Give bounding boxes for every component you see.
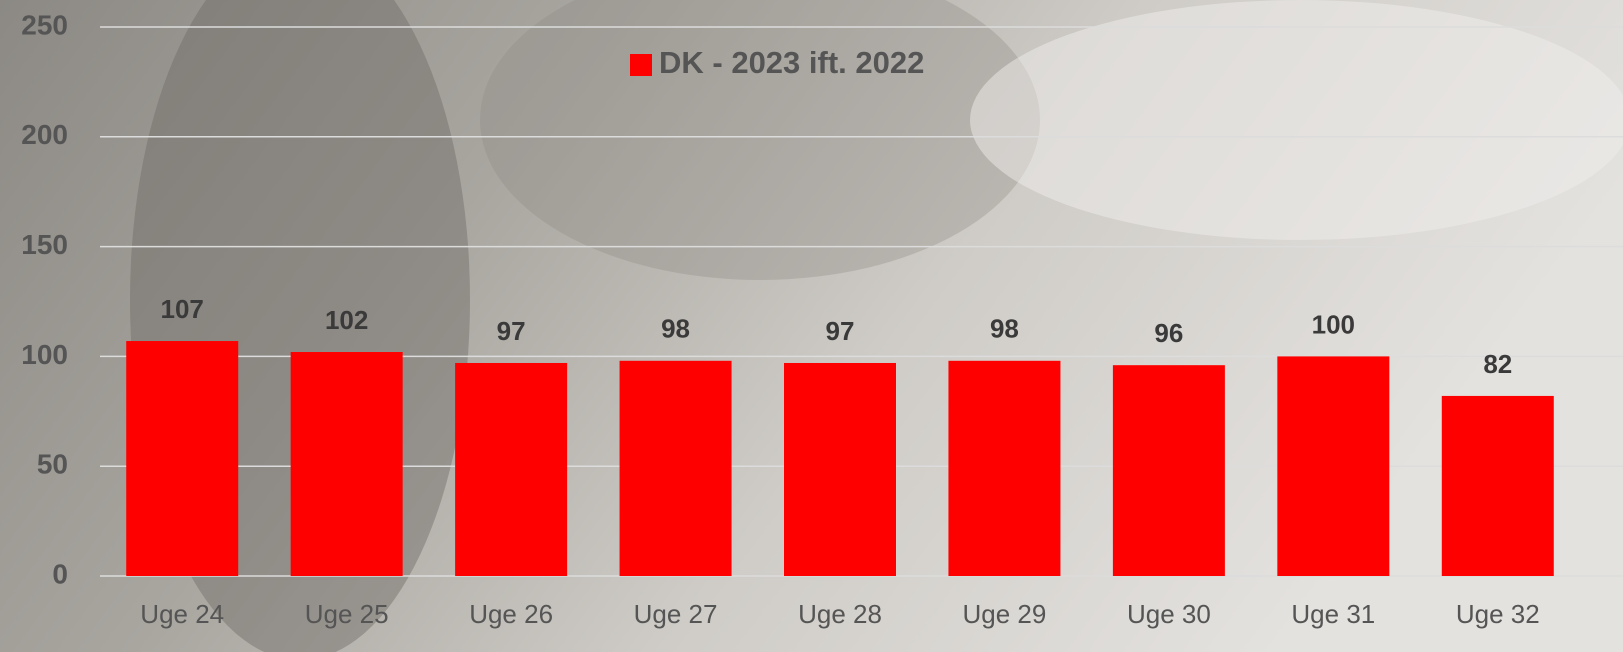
value-label: 98 (661, 314, 690, 344)
bar (948, 360, 1061, 576)
background-shape (480, 0, 1040, 280)
x-tick-label: Uge 32 (1456, 599, 1540, 629)
x-tick-label: Uge 29 (963, 599, 1047, 629)
bar (1441, 395, 1554, 576)
value-label: 97 (826, 316, 855, 346)
value-label: 97 (497, 316, 526, 346)
bar (455, 362, 568, 576)
legend-swatch (630, 54, 652, 76)
bar (784, 362, 896, 576)
x-tick-label: Uge 27 (634, 599, 718, 629)
y-tick-label: 0 (52, 558, 68, 589)
bar (126, 341, 239, 576)
x-tick-label: Uge 31 (1291, 599, 1375, 629)
value-label: 100 (1312, 309, 1355, 339)
bar (1112, 365, 1225, 576)
y-tick-label: 100 (21, 339, 68, 370)
x-tick-label: Uge 25 (305, 599, 389, 629)
x-tick-label: Uge 30 (1127, 599, 1211, 629)
legend-label: DK - 2023 ift. 2022 (659, 45, 924, 80)
bar (619, 360, 732, 576)
bar (290, 352, 403, 576)
background-shape (970, 0, 1623, 240)
bar (1277, 356, 1390, 576)
value-label: 98 (990, 314, 1019, 344)
value-label: 96 (1154, 318, 1183, 348)
x-tick-label: Uge 28 (798, 599, 882, 629)
value-label: 102 (325, 305, 368, 335)
y-tick-label: 200 (21, 119, 68, 150)
value-label: 107 (161, 294, 204, 324)
x-tick-label: Uge 24 (140, 599, 224, 629)
x-tick-label: Uge 26 (469, 599, 553, 629)
y-tick-label: 150 (21, 229, 68, 260)
y-tick-label: 50 (37, 449, 68, 480)
value-label: 82 (1483, 349, 1512, 379)
y-tick-label: 250 (21, 9, 68, 40)
